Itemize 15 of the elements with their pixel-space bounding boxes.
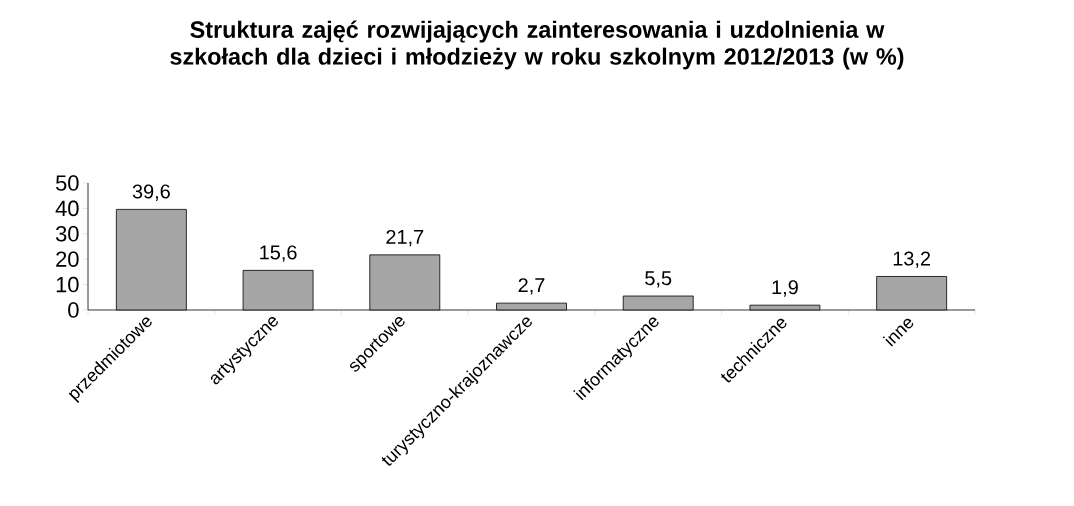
- data-label: 2,7: [518, 278, 545, 295]
- y-tick-label: 30: [55, 226, 79, 242]
- y-tick-label: 10: [56, 276, 79, 293]
- y-tick-label: 50: [55, 175, 79, 191]
- chart-title: Struktura zajęć rozwijających zainteresowania i uzdolnienia w szkołach dla dzieci i młodzieży w roku szkolnym 2012/2013 (w %): [170, 20, 904, 70]
- data-label: 15,6: [260, 245, 297, 262]
- data-label: 39,6: [132, 184, 170, 201]
- data-label: 1,9: [772, 280, 798, 297]
- y-tick-label: 40: [55, 200, 79, 217]
- data-label: 21,7: [386, 229, 424, 247]
- y-tick-label: 0: [68, 302, 79, 318]
- x-tick-label: inne: [882, 318, 914, 347]
- data-label: 5,5: [645, 271, 672, 288]
- y-tick-label: 20: [56, 251, 79, 267]
- data-label: 13,2: [893, 251, 931, 268]
